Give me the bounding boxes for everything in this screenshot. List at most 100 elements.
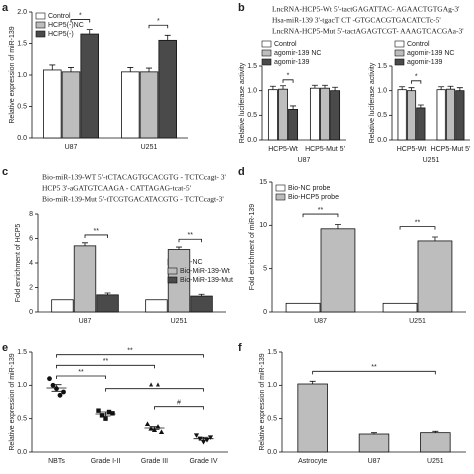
y-tick-label: 0 [263,309,267,316]
error-bar [86,29,93,35]
legend-swatch [35,12,46,20]
bar [285,302,321,313]
significance-label: ▲▲ [148,382,162,389]
error-bar [198,293,205,297]
panel-label: c [2,166,8,178]
y-tick-label: 0.5 [267,416,277,423]
significance-bracket [154,406,204,410]
bar [288,109,299,141]
significance-label: * [415,74,418,81]
y-tick-label: 1.5 [377,63,387,70]
legend-swatch [275,193,286,201]
significance-label: * [157,18,160,25]
y-tick-label: 1.5 [247,63,257,70]
y-tick-label: 0.5 [17,103,27,110]
bar [61,71,81,139]
y-axis-label: Fold enrichment of miR-139 [249,204,256,290]
y-axis-label: Relative expression of miR-139 [259,353,266,450]
bar [80,33,99,139]
y-tick-label: 1.5 [17,349,27,356]
error-bar [280,85,286,90]
significance-bracket [178,238,202,243]
bar [320,87,330,141]
data-point [50,382,56,388]
legend-swatch [35,21,46,29]
data-point [103,416,108,421]
x-tick-label: HCP5-Mut 5' [431,146,471,153]
significance-label: ** [371,364,377,371]
x-tick-label: U87 [368,458,381,465]
y-tick-label: 5 [263,266,267,273]
x-tick-label: U251 [409,318,426,325]
bar [96,294,119,313]
sequence: LncRNA-HCP5-Wt 5'-tactGAGATTAC- AGAACTGT… [272,5,460,14]
y-tick-label: 2.0 [17,9,27,16]
x-tick-label: Grade I-II [91,458,121,465]
panel-label: f [238,342,242,354]
legend-label: Bio-NC [180,259,203,266]
y-tick-label: 0.5 [377,112,387,119]
y-axis-label: Fold enrichment of HCP5 [15,224,22,303]
error-bar [408,87,415,91]
error-bar [164,34,171,41]
error-bar [68,67,74,72]
significance-bracket [312,370,436,375]
error-bar [332,86,339,91]
x-tick-label: U87 [314,318,327,325]
legend-label: agomir-139 [407,59,443,66]
error-bar [456,87,463,91]
y-tick-label: 2 [29,284,33,291]
y-axis-label: Relative luciferase activity [369,62,376,143]
y-tick-label: 0.0 [267,449,277,456]
error-bar [269,85,276,90]
x-tick-label: U251 [427,458,444,465]
data-point [207,435,214,440]
legend-swatch [394,49,405,57]
bar [297,383,328,453]
y-tick-label: 1.0 [267,382,277,389]
significance-bracket [282,79,294,83]
y-tick-label: 0.0 [17,449,27,456]
bar [190,295,213,313]
data-point [144,421,151,426]
error-bar [176,246,182,250]
y-tick-label: 0.0 [17,135,27,142]
y-tick-label: 1.0 [17,382,27,389]
legend-label: agomir-139 [274,59,310,66]
legend-swatch [167,267,178,275]
data-point [193,433,200,438]
error-bar [127,67,134,72]
data-point [110,411,115,416]
significance-label: ** [94,228,100,235]
legend-label: agomir-139 NC [407,50,454,57]
error-bar [149,426,160,430]
error-bar [432,430,439,433]
significance-bracket [84,234,108,238]
y-tick-label: 1.0 [247,88,257,95]
error-bar [447,85,454,90]
data-point [57,392,63,398]
significance-label: * [287,73,290,80]
bar [416,107,426,141]
bar [73,245,97,313]
y-tick-label: 0.5 [17,416,27,423]
error-bar [417,104,424,108]
x-tick-label: U251 [141,144,158,151]
x-axis-label: U87 [298,157,311,164]
legend-swatch [261,58,272,66]
error-bar [399,86,406,90]
bar [445,88,456,141]
y-axis-label: Relative expression of miR-139 [9,353,16,450]
legend-label: Control [407,41,430,48]
error-bar [438,86,445,90]
y-tick-label: 1.5 [267,349,277,356]
x-tick-label: U87 [65,144,78,151]
y-tick-label: 1.5 [17,40,27,47]
data-point [158,429,165,434]
panel-label: b [238,2,245,14]
legend-swatch [394,40,405,48]
legend-swatch [275,184,286,192]
y-tick-label: 10 [259,222,267,229]
error-bar [371,432,377,434]
bar [436,89,446,141]
